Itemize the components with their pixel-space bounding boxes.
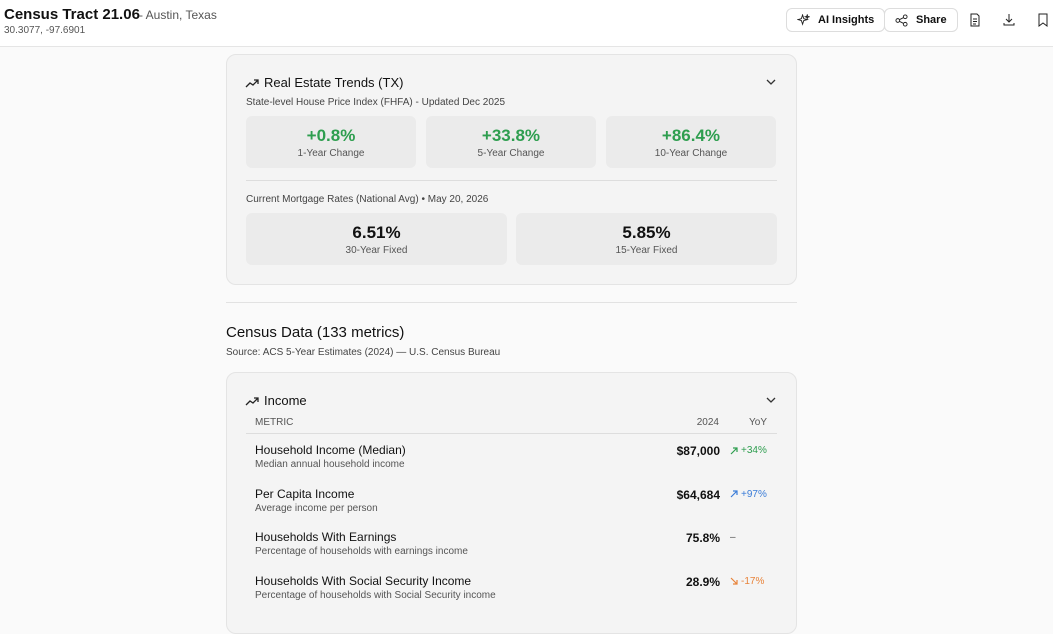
section-title: Income bbox=[264, 393, 307, 408]
rate-tile: 5.85% 15-Year Fixed bbox=[516, 213, 777, 265]
ai-insights-button[interactable]: AI Insights bbox=[786, 8, 886, 32]
report-icon[interactable] bbox=[968, 13, 982, 27]
rate-label: 30-Year Fixed bbox=[345, 245, 408, 256]
metric-desc: Percentage of households with earnings i… bbox=[255, 546, 468, 557]
title: Census Tract 21.06 bbox=[4, 6, 140, 23]
sparkle-icon bbox=[797, 13, 810, 26]
rate-tile: 6.51% 30-Year Fixed bbox=[246, 213, 507, 265]
trend-arrow bbox=[730, 490, 738, 498]
metric-desc: Median annual household income bbox=[255, 459, 405, 470]
yoy-change: – bbox=[730, 532, 736, 543]
hpi-label: 10-Year Change bbox=[654, 148, 728, 159]
collapse-chevron[interactable] bbox=[766, 78, 776, 86]
income-card: Income METRIC 2024 YoY Household Income … bbox=[226, 372, 797, 634]
bookmark-icon[interactable] bbox=[1036, 13, 1050, 27]
metric-name: Households With Social Security Income bbox=[255, 573, 472, 588]
hpi-tile: +0.8% 1-Year Change bbox=[246, 116, 416, 168]
metric-value: 28.9% bbox=[685, 574, 720, 589]
subtitle: State-level House Price Index (FHFA) - U… bbox=[246, 97, 506, 108]
section-title: Real Estate Trends (TX) bbox=[264, 75, 404, 90]
real-estate-card: Real Estate Trends (TX) State-level Hous… bbox=[226, 54, 797, 285]
header: Census Tract 21.06 - Austin, Texas 30.30… bbox=[0, 0, 1053, 47]
hpi-tile: +33.8% 5-Year Change bbox=[426, 116, 596, 168]
mortgage-title: Current Mortgage Rates (National Avg) • … bbox=[246, 194, 489, 205]
button-label: AI Insights bbox=[818, 14, 875, 26]
trend-arrow bbox=[730, 577, 738, 585]
yoy-change: +34% bbox=[730, 445, 767, 456]
metric-row: Per Capita Income Average income per pers… bbox=[227, 487, 796, 527]
button-label: Share bbox=[916, 14, 947, 26]
metric-value: $87,000 bbox=[676, 444, 720, 458]
divider bbox=[246, 433, 777, 434]
trend-icon bbox=[245, 397, 259, 406]
metric-row: Households With Earnings Percentage of ho… bbox=[227, 530, 796, 570]
column-header: YoY bbox=[749, 417, 767, 428]
metric-value: 75.8% bbox=[685, 531, 720, 545]
hpi-tile: +86.4% 10-Year Change bbox=[606, 116, 776, 168]
census-title: Census Data (133 metrics) bbox=[226, 324, 405, 341]
rate-label: 15-Year Fixed bbox=[615, 245, 678, 256]
yoy-text: +34% bbox=[741, 445, 767, 456]
metric-name: Households With Earnings bbox=[255, 530, 397, 544]
column-header: METRIC bbox=[255, 417, 294, 428]
yoy-text: -17% bbox=[741, 575, 765, 587]
metric-desc: Percentage of households with Social Sec… bbox=[255, 589, 496, 601]
column-header: 2024 bbox=[696, 417, 719, 428]
divider bbox=[226, 302, 797, 303]
metric-name: Household Income (Median) bbox=[255, 443, 406, 457]
trend-icon bbox=[245, 79, 259, 88]
trend-arrow bbox=[730, 446, 738, 454]
hpi-label: 5-Year Change bbox=[477, 148, 545, 159]
metric-desc: Average income per person bbox=[255, 502, 378, 514]
rate-value: 5.85% bbox=[622, 223, 671, 242]
metric-value: $64,684 bbox=[676, 487, 720, 502]
location: - Austin, Texas bbox=[139, 8, 217, 22]
collapse-chevron[interactable] bbox=[766, 396, 776, 404]
metric-name: Per Capita Income bbox=[255, 486, 355, 501]
yoy-change: -17% bbox=[730, 576, 764, 587]
yoy-text: +97% bbox=[741, 488, 767, 500]
hpi-label: 1-Year Change bbox=[297, 148, 365, 159]
hpi-value: +33.8% bbox=[481, 126, 541, 145]
metric-row: Households With Social Security Income Pe… bbox=[227, 574, 796, 614]
yoy-text: – bbox=[730, 532, 736, 543]
yoy-change: +97% bbox=[730, 489, 767, 500]
hpi-value: +86.4% bbox=[661, 126, 721, 145]
rate-value: 6.51% bbox=[352, 223, 401, 242]
coords: 30.3077, -97.6901 bbox=[4, 25, 86, 36]
divider bbox=[246, 180, 777, 181]
download-icon[interactable] bbox=[1002, 13, 1016, 27]
hpi-value: +0.8% bbox=[306, 126, 356, 145]
metric-row: Household Income (Median) Median annual h… bbox=[227, 443, 796, 483]
share-icon bbox=[895, 13, 908, 27]
census-source: Source: ACS 5-Year Estimates (2024) — U.… bbox=[226, 347, 501, 358]
share-button[interactable]: Share bbox=[884, 8, 958, 32]
